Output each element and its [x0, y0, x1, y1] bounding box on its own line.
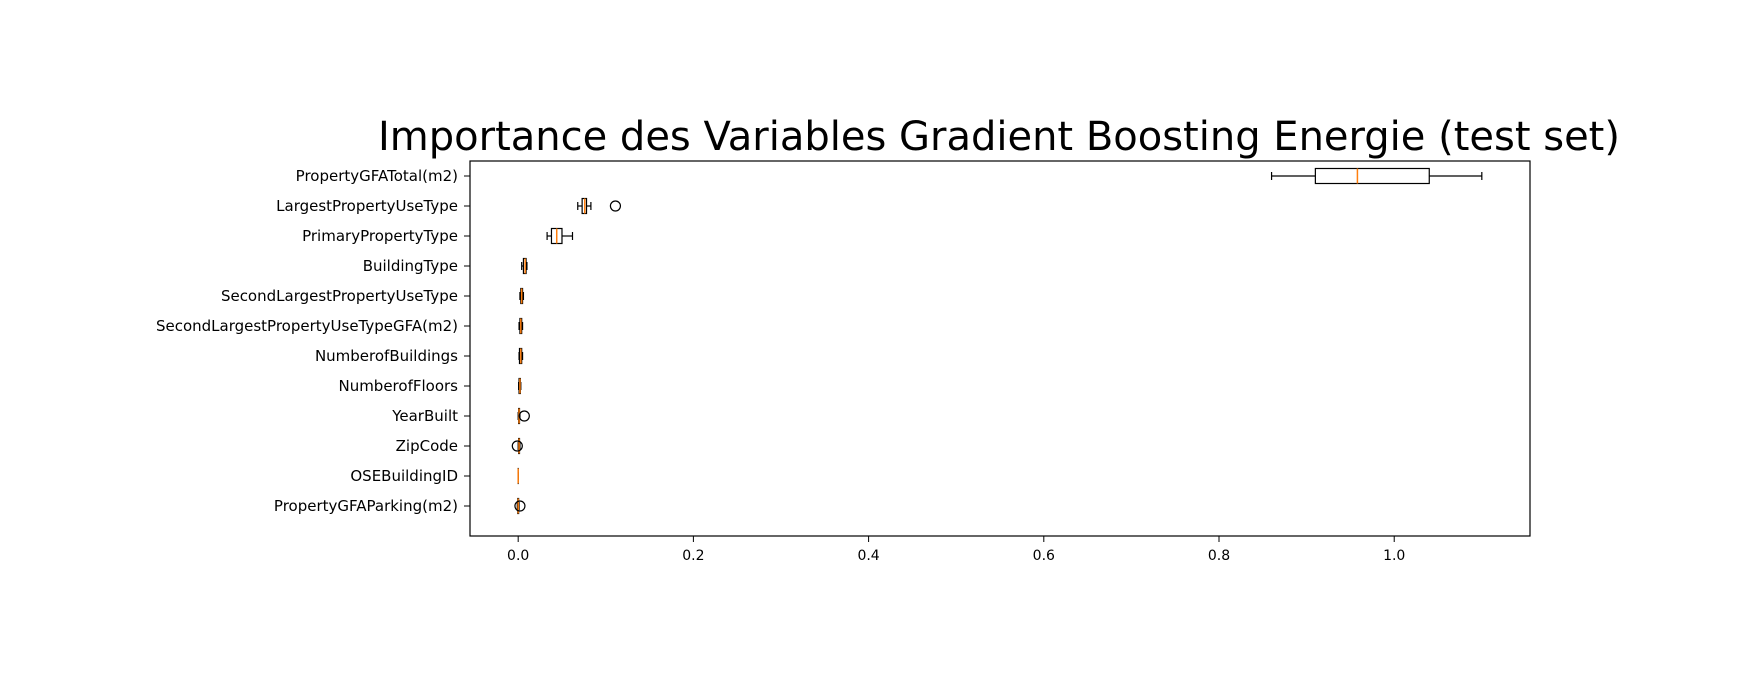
y-tick-label: SecondLargestPropertyUseType — [221, 287, 458, 305]
chart-title: Importance des Variables Gradient Boosti… — [378, 114, 1620, 160]
x-tick-label: 1.0 — [1383, 548, 1405, 564]
y-tick-label: PrimaryPropertyType — [302, 227, 458, 245]
y-tick-label: NumberofBuildings — [315, 347, 458, 365]
y-tick-label: ZipCode — [396, 437, 458, 455]
axes-frame — [470, 161, 1530, 536]
x-tick-label: 0.0 — [507, 548, 529, 564]
flier-point — [515, 501, 525, 511]
plot-area: 0.0 0.2 0.4 0.6 0.8 1.0 PropertyGFATotal(m2) La… — [156, 161, 1530, 564]
flier-point — [610, 201, 620, 211]
x-tick-label: 0.6 — [1033, 548, 1055, 564]
x-tick-label: 0.4 — [857, 548, 879, 564]
x-tick-label: 0.2 — [682, 548, 704, 564]
flier-point — [512, 441, 522, 451]
x-tick-label: 0.8 — [1208, 548, 1230, 564]
y-tick-label: PropertyGFAParking(m2) — [274, 497, 458, 515]
box — [1315, 169, 1429, 184]
y-tick-label: OSEBuildingID — [350, 467, 458, 485]
flier-point — [519, 411, 529, 421]
y-tick-label: BuildingType — [363, 257, 458, 275]
y-tick-label: PropertyGFATotal(m2) — [296, 167, 458, 185]
y-tick-label: YearBuilt — [391, 407, 458, 425]
y-tick-label: NumberofFloors — [338, 377, 458, 395]
y-tick-label: LargestPropertyUseType — [276, 197, 458, 215]
y-tick-label: SecondLargestPropertyUseTypeGFA(m2) — [156, 317, 458, 335]
